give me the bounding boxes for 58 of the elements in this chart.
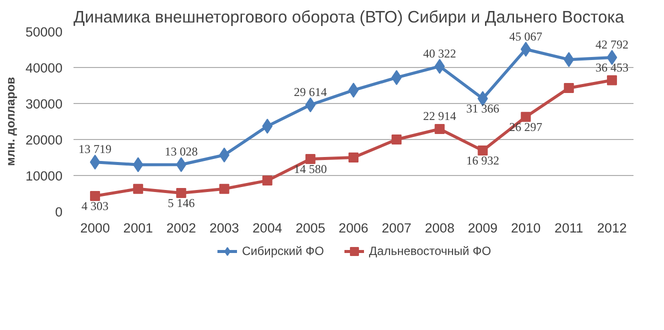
data-label: 5 146	[168, 196, 195, 210]
point	[520, 112, 531, 122]
point	[262, 118, 273, 134]
legend-label: Сибирский ФО	[242, 244, 324, 258]
x-tick-label: 2009	[468, 220, 498, 236]
point	[606, 75, 617, 86]
point	[348, 82, 359, 98]
point	[132, 157, 144, 172]
y-tick-label: 30000	[25, 96, 62, 112]
x-tick-label: 2006	[338, 220, 368, 236]
point	[478, 146, 488, 156]
point	[434, 58, 445, 74]
data-label: 16 932	[466, 154, 500, 168]
chart-title: Динамика внешнеторгового оборота (ВТО) Сибири и Дальнего Востока	[74, 8, 625, 26]
point	[176, 188, 186, 198]
x-tick-label: 2001	[123, 220, 153, 236]
legend-label: Дальневосточный ФО	[369, 244, 492, 258]
x-tick-label: 2012	[597, 220, 627, 236]
data-label: 29 614	[294, 84, 327, 99]
point	[133, 184, 144, 194]
y-tick-label: 50000	[25, 24, 62, 40]
data-label: 13 719	[78, 142, 112, 156]
point	[606, 50, 618, 65]
x-tick-label: 2005	[296, 220, 326, 236]
x-tick-label: 2002	[166, 220, 196, 236]
point	[262, 176, 272, 186]
x-tick-label: 2003	[209, 220, 240, 236]
point	[90, 154, 100, 170]
point	[391, 70, 402, 86]
data-label: 40 322	[423, 46, 456, 60]
point	[392, 134, 402, 144]
data-label: 14 580	[294, 162, 327, 176]
y-tick-label: 40000	[25, 60, 62, 76]
data-label: 36 453	[595, 60, 628, 74]
data-label: 42 792	[595, 37, 628, 52]
point	[305, 154, 316, 164]
point	[564, 52, 574, 68]
y-tick-label: 0	[55, 204, 63, 220]
data-label: 31 366	[466, 102, 500, 116]
x-tick-label: 2011	[554, 220, 584, 236]
point	[90, 191, 100, 202]
point	[564, 83, 574, 94]
x-tick-label: 2007	[382, 220, 412, 236]
y-axis-title: млн. долларов	[3, 76, 18, 166]
point	[348, 152, 358, 162]
point	[219, 184, 230, 194]
data-label: 4 303	[82, 199, 109, 214]
x-tick-label: 2004	[252, 220, 283, 236]
point	[434, 124, 445, 134]
y-tick-label: 20000	[25, 132, 62, 148]
data-label: 22 914	[423, 109, 456, 124]
x-tick-label: 2000	[80, 220, 110, 236]
data-label: 45 067	[509, 29, 542, 44]
y-tick-label: 10000	[25, 168, 62, 184]
point	[305, 97, 316, 112]
x-tick-label: 2010	[510, 220, 541, 236]
data-label: 13 028	[164, 144, 198, 159]
x-tick-label: 2008	[424, 220, 454, 236]
